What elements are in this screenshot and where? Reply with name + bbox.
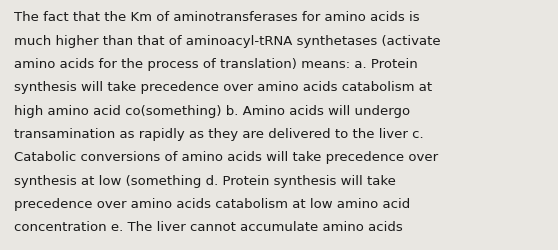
Text: amino acids for the process of translation) means: a. Protein: amino acids for the process of translati… [14,58,418,71]
Text: transamination as rapidly as they are delivered to the liver c.: transamination as rapidly as they are de… [14,128,424,140]
Text: high amino acid co(something) b. Amino acids will undergo: high amino acid co(something) b. Amino a… [14,104,410,117]
Text: synthesis at low (something d. Protein synthesis will take: synthesis at low (something d. Protein s… [14,174,396,187]
Text: much higher than that of aminoacyl-tRNA synthetases (activate: much higher than that of aminoacyl-tRNA … [14,34,441,48]
Text: concentration e. The liver cannot accumulate amino acids: concentration e. The liver cannot accumu… [14,220,403,234]
Text: The fact that the Km of aminotransferases for amino acids is: The fact that the Km of aminotransferase… [14,11,420,24]
Text: Catabolic conversions of amino acids will take precedence over: Catabolic conversions of amino acids wil… [14,151,438,164]
Text: precedence over amino acids catabolism at low amino acid: precedence over amino acids catabolism a… [14,197,410,210]
Text: synthesis will take precedence over amino acids catabolism at: synthesis will take precedence over amin… [14,81,432,94]
